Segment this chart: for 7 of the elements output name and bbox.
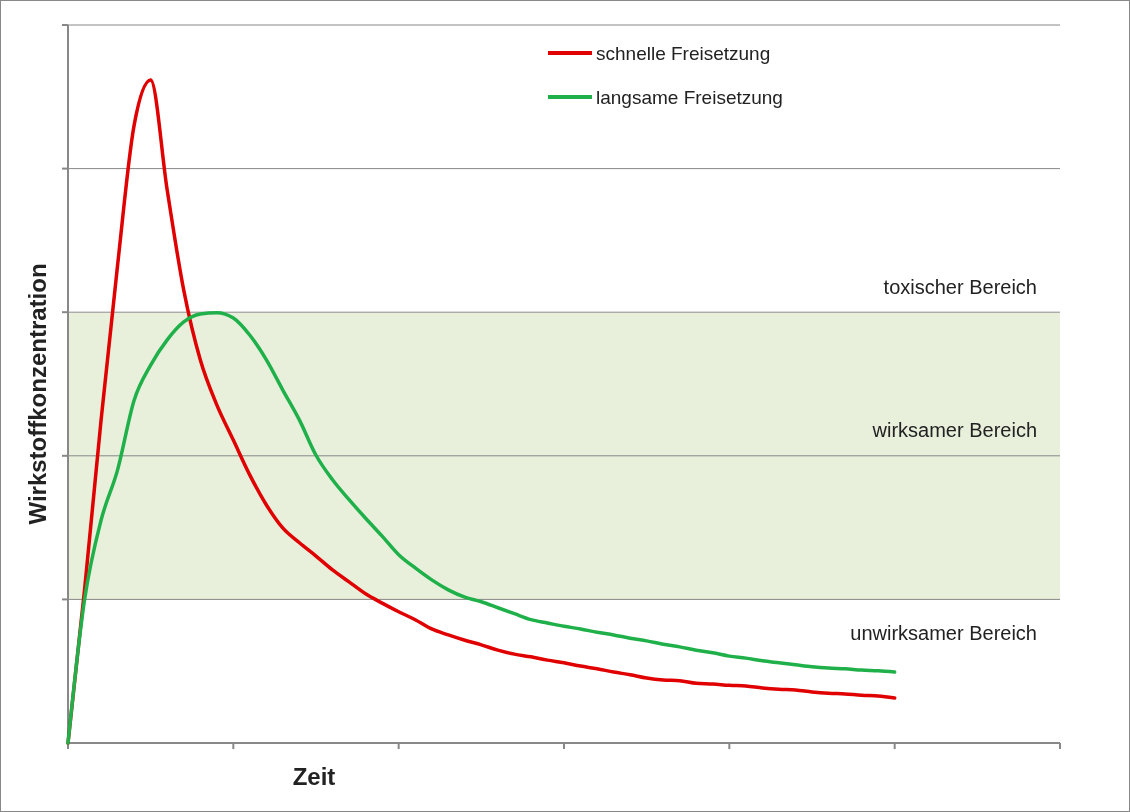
y-axis-title: Wirkstoffkonzentration [24, 263, 51, 525]
annotation: unwirksamer Bereich [850, 622, 1037, 644]
annotation: toxischer Bereich [883, 276, 1037, 298]
legend-label: langsame Freisetzung [596, 87, 783, 108]
x-axis-title: Zeit [292, 763, 336, 790]
legend-label: schnelle Freisetzung [596, 43, 771, 64]
band-label: wirksamer Bereich [871, 419, 1037, 442]
